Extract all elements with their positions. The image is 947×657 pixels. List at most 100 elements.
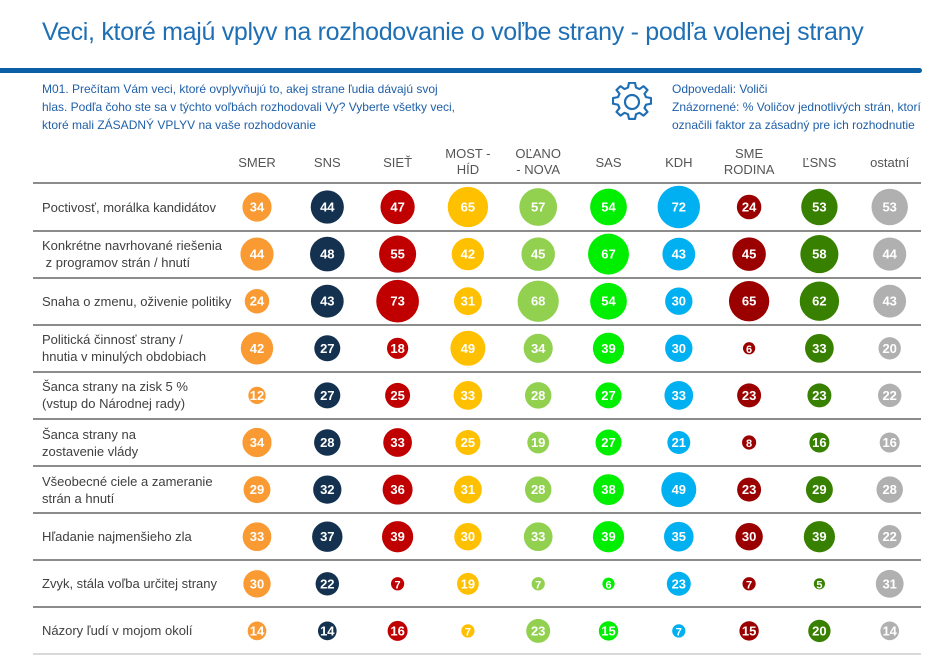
bubble: 53 bbox=[801, 188, 838, 226]
bubble-value-label: 25 bbox=[461, 435, 475, 450]
bubble: 22 bbox=[877, 524, 902, 549]
row-label: Názory ľudí v mojom okolí bbox=[42, 622, 242, 639]
bubble-circle bbox=[728, 281, 770, 322]
bubble-value-label: 28 bbox=[531, 388, 545, 403]
bubble-value-label: 15 bbox=[742, 623, 756, 638]
bubble: 44 bbox=[310, 190, 344, 224]
bubble-circle bbox=[742, 342, 756, 355]
bubble-circle bbox=[879, 432, 900, 453]
bubble: 30 bbox=[665, 287, 693, 315]
bubble-value-label: 15 bbox=[601, 623, 615, 638]
title-divider bbox=[0, 68, 922, 73]
bubble: 33 bbox=[242, 522, 272, 552]
bubble-circle bbox=[877, 383, 902, 408]
row-label: Konkrétne navrhované riešenia z programo… bbox=[42, 237, 242, 271]
column-header-line: SAS bbox=[595, 155, 622, 170]
bubble-circle bbox=[807, 383, 832, 408]
bubble-value-label: 27 bbox=[320, 388, 334, 403]
bubble-value-label: 33 bbox=[461, 388, 475, 403]
bubble-value-label: 33 bbox=[812, 341, 826, 356]
bubble-circle bbox=[517, 280, 559, 322]
row-label-line: z programov strán / hnutí bbox=[42, 255, 191, 271]
bubble-value-label: 25 bbox=[390, 388, 404, 403]
bubble-value-label: 14 bbox=[250, 623, 265, 638]
bubble-circle bbox=[379, 235, 417, 273]
bubble-circle bbox=[592, 521, 625, 553]
column-header-line: SIEŤ bbox=[383, 155, 413, 170]
bubble-value-label: 37 bbox=[320, 529, 334, 544]
row-label: Zvyk, stála voľba určitej strany bbox=[42, 575, 242, 592]
column-header-line: OĽANO bbox=[515, 146, 561, 161]
bubble-circle bbox=[314, 429, 341, 456]
bubble-value-label: 44 bbox=[882, 247, 897, 262]
bubble-value-label: 29 bbox=[812, 482, 826, 497]
bubble-circle bbox=[805, 476, 833, 504]
bubble-value-label: 39 bbox=[601, 341, 615, 356]
bubble: 53 bbox=[871, 188, 908, 226]
question-text: M01. Prečítam Vám veci, ktoré ovplyvňujú… bbox=[42, 80, 492, 134]
bubble-value-label: 22 bbox=[882, 388, 896, 403]
row-label-line: Konkrétne navrhované riešenia bbox=[42, 238, 222, 254]
bubble-circle bbox=[453, 287, 482, 316]
bubble-value-label: 18 bbox=[390, 341, 404, 356]
bubble: 16 bbox=[879, 432, 900, 453]
bubble: 25 bbox=[455, 430, 481, 455]
bubble-circle bbox=[453, 475, 482, 504]
bubble-circle bbox=[310, 284, 344, 318]
bubble: 39 bbox=[803, 521, 836, 553]
row-label: Politická činnosť strany / hnutia v minul… bbox=[42, 331, 242, 365]
bubble-circle bbox=[531, 577, 545, 591]
bubble-circle bbox=[736, 194, 762, 220]
bubble-circle bbox=[461, 624, 475, 638]
bubble-circle bbox=[595, 429, 622, 456]
note-line: Znázornené: % Voličov jednotlivých strán… bbox=[672, 100, 921, 114]
bubble: 16 bbox=[809, 432, 830, 453]
bubble-circle bbox=[592, 332, 625, 364]
bubble-value-label: 27 bbox=[601, 388, 615, 403]
bubble-value-label: 22 bbox=[320, 576, 334, 591]
bubble-value-label: 38 bbox=[601, 482, 615, 497]
bubble: 31 bbox=[453, 287, 482, 316]
row-label: Snaha o zmenu, oživenie politiky bbox=[42, 293, 242, 310]
bubble: 37 bbox=[312, 521, 343, 552]
bubble-circle bbox=[737, 477, 762, 502]
row-divider bbox=[33, 653, 921, 656]
bubble-value-label: 62 bbox=[812, 294, 826, 309]
bubble: 42 bbox=[240, 332, 274, 365]
bubble-value-label: 54 bbox=[601, 200, 616, 215]
bubble-circle bbox=[523, 522, 553, 552]
bubble-value-label: 30 bbox=[672, 341, 686, 356]
bubble-circle bbox=[588, 233, 629, 275]
bubble-value-label: 23 bbox=[742, 388, 756, 403]
bubble-circle bbox=[382, 474, 413, 505]
note-line: Odpovedali: Voliči bbox=[672, 82, 768, 96]
bubble: 34 bbox=[242, 427, 272, 458]
bubble-value-label: 30 bbox=[672, 294, 686, 309]
column-header-line: MOST - bbox=[445, 146, 491, 161]
bubble-circle bbox=[385, 382, 411, 408]
page-title: Veci, ktoré majú vplyv na rozhodovanie o… bbox=[42, 18, 864, 46]
bubble-value-label: 28 bbox=[320, 435, 334, 450]
bubble: 19 bbox=[457, 572, 479, 595]
row-label-line: Snaha o zmenu, oživenie politiky bbox=[42, 293, 232, 309]
bubble-circle bbox=[742, 435, 757, 450]
question-line: hlas. Podľa čoho ste sa v týchto voľbách… bbox=[42, 100, 455, 114]
bubble: 28 bbox=[524, 476, 552, 503]
column-header: ĽSNS bbox=[784, 155, 854, 171]
bubble-circle bbox=[240, 237, 274, 271]
bubble: 25 bbox=[385, 382, 411, 408]
bubble-circle bbox=[451, 237, 485, 271]
bubble-circle bbox=[527, 431, 550, 454]
bubble: 15 bbox=[598, 621, 619, 641]
column-header-line: SNS bbox=[313, 155, 341, 170]
bubble: 49 bbox=[661, 472, 697, 508]
row-divider bbox=[33, 323, 921, 326]
bubble: 22 bbox=[877, 383, 902, 408]
bubble-circle bbox=[243, 476, 271, 504]
bubble-circle bbox=[244, 288, 270, 314]
bubble: 30 bbox=[454, 523, 482, 551]
bubble-circle bbox=[732, 237, 766, 271]
bubble: 45 bbox=[732, 237, 766, 271]
bubble-circle bbox=[801, 188, 838, 226]
bubble-circle bbox=[590, 282, 627, 320]
